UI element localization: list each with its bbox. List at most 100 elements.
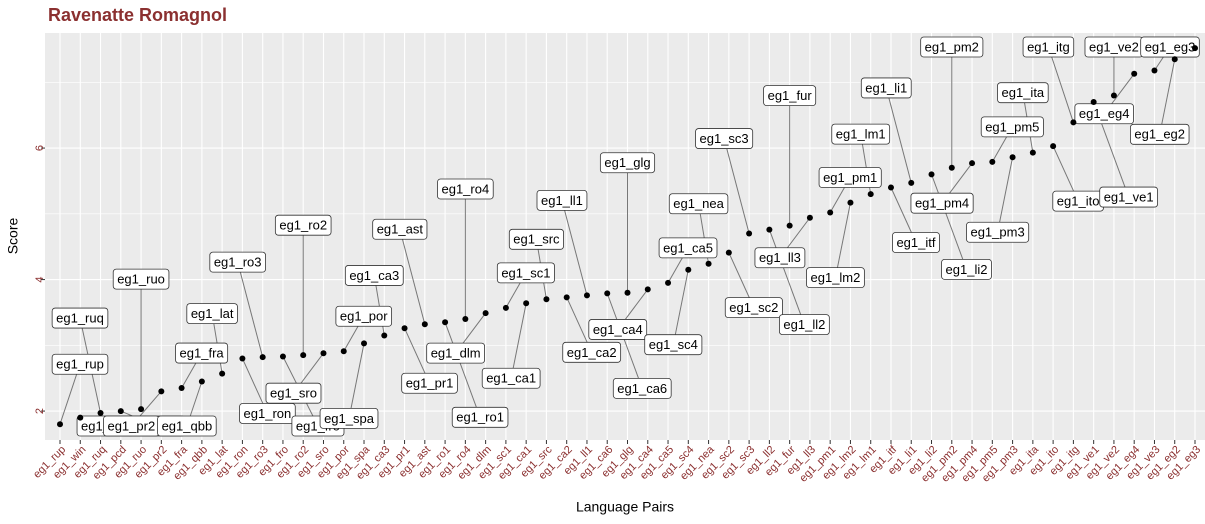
label-text: eg1_fra [180,345,225,360]
point-label: eg1_por [335,305,393,327]
label-box [536,189,588,211]
point [320,350,327,357]
point [948,164,955,171]
label-box [763,85,817,107]
label-text: eg1_ca6 [617,381,667,396]
point [57,421,63,428]
point-label: eg1_ro2 [274,214,332,236]
label-box [426,342,485,364]
point [138,406,145,413]
chart-title: Ravenatte Romagnol [48,5,227,25]
y-tick-label: 4 [34,277,46,283]
point [219,370,226,377]
y-tick-label: 2 [34,408,46,414]
point [198,378,205,385]
point-label: eg1_sc4 [644,334,703,356]
point [969,160,976,167]
point [908,179,915,186]
label-text: eg1_eg4 [1079,106,1130,121]
point [746,230,753,237]
label-text: eg1_lat [191,306,234,321]
label-text: eg1_ruo [117,272,165,287]
point [361,340,368,347]
point [1050,143,1057,150]
label-box [831,123,891,145]
label-leader [834,202,851,278]
label-box [209,251,266,273]
label-text: eg1_nea [673,196,724,211]
point [543,296,550,303]
label-leader [561,200,588,296]
label-box [1074,103,1134,125]
point-label: eg1_ll3 [754,247,806,269]
point-label: eg1_src [508,228,564,250]
point-label: eg1_eg2 [1130,123,1190,145]
label-box [175,342,229,364]
label-leader [931,174,967,270]
point [685,266,692,273]
point-label: eg1_pm5 [980,116,1044,138]
label-text: eg1_lm2 [811,270,861,285]
label-box [157,415,217,437]
point-label: eg1_pm2 [920,36,984,58]
point-label: eg1_ron [239,403,296,424]
label-text: eg1_pm4 [915,196,969,211]
label-text: eg1_ca2 [567,345,617,360]
label-text: eg1_ca3 [349,268,399,283]
label-text: eg1_qbb [162,418,213,433]
point [1110,92,1117,99]
label-box [910,192,974,214]
label-box [319,407,379,429]
point [624,289,631,296]
label-text: eg1_sc2 [729,300,778,315]
label-text: eg1_src [513,232,560,247]
label-text: eg1_spa [324,411,375,426]
point [421,321,428,328]
point-label: eg1_ca1 [481,367,541,389]
label-text: eg1_sro [270,386,317,401]
point-label: eg1_itf [892,232,940,253]
point [259,354,266,361]
point-label: eg1_glg [599,152,656,174]
label-leader [885,87,912,184]
label-box [588,319,648,340]
label-box [481,367,541,389]
label-box [1022,36,1075,58]
point-label: eg1_sc2 [724,297,783,319]
point-label: eg1_pm3 [966,221,1030,243]
point-label: eg1_pm1 [818,167,882,188]
point-label: eg1_ito [1052,190,1104,212]
label-text: eg1_ruq [56,310,104,325]
label-leader [768,229,805,325]
label-box [980,116,1044,138]
label-text: eg1_por [340,309,388,324]
point-label: eg1_ca6 [612,377,672,399]
label-box [599,152,656,174]
label-box [818,167,882,188]
label-box [508,228,564,250]
label-text: eg1_itg [1027,39,1070,54]
point [442,319,449,326]
label-text: eg1_ito [1057,194,1100,209]
point-label: eg1_lm2 [806,267,865,289]
point-label: eg1_ve2 [1084,36,1144,58]
y-tick-label: 6 [34,145,46,151]
label-text: eg1_pr2 [107,418,155,433]
label-text: eg1_pm3 [970,225,1024,240]
label-text: eg1_ca5 [663,240,713,255]
point [340,348,347,355]
label-box [186,303,238,324]
label-text: eg1_li1 [865,80,907,95]
label-box [562,341,622,363]
point-label: eg1_li2 [941,258,992,280]
x-axis-label: Language Pairs [576,499,674,515]
label-text: eg1_ll1 [541,193,583,208]
point [158,388,165,395]
point-label: eg1_ro3 [209,251,266,273]
label-text: eg1_sc4 [649,337,698,352]
point-label: eg1_ll2 [779,314,830,335]
label-box [401,372,458,394]
label-text: eg1_ro4 [441,181,489,196]
point-label: eg1_fra [175,342,229,364]
